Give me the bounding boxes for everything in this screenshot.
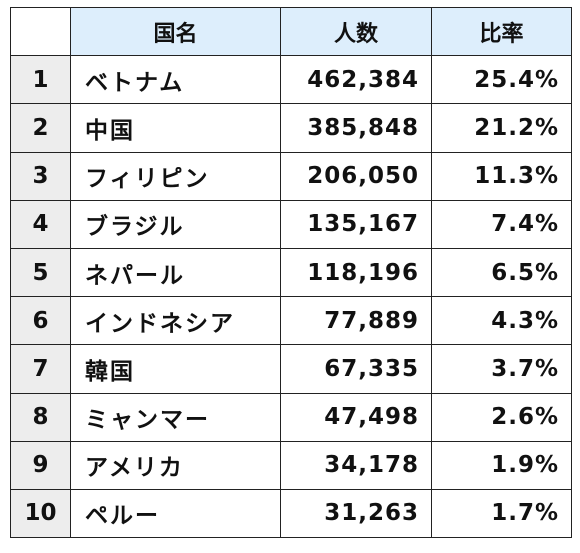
ranking-table-container: 国名 人数 比率 1 ベトナム 462,384 25.4% 2 中国 385,8… — [10, 6, 572, 539]
rank-cell: 2 — [10, 103, 71, 153]
rank-cell: 6 — [10, 296, 71, 346]
country-cell: アメリカ — [70, 440, 281, 490]
ratio-cell: 2.6% — [431, 392, 572, 442]
count-cell: 135,167 — [280, 199, 432, 249]
ratio-cell: 7.4% — [431, 199, 572, 249]
ratio-cell: 21.2% — [431, 103, 572, 153]
rank-cell: 1 — [10, 55, 71, 105]
header-ratio: 比率 — [431, 6, 572, 57]
table-row: 3 フィリピン 206,050 11.3% — [10, 151, 572, 201]
count-cell: 34,178 — [280, 440, 432, 490]
rank-cell: 5 — [10, 247, 71, 298]
ratio-cell: 1.9% — [431, 440, 572, 490]
ranking-table: 国名 人数 比率 1 ベトナム 462,384 25.4% 2 中国 385,8… — [10, 6, 572, 539]
count-cell: 47,498 — [280, 392, 432, 442]
table-row: 4 ブラジル 135,167 7.4% — [10, 199, 572, 249]
header-corner-cell — [10, 6, 71, 57]
ratio-cell: 3.7% — [431, 344, 572, 394]
table-header-row: 国名 人数 比率 — [10, 6, 572, 57]
ratio-cell: 4.3% — [431, 296, 572, 346]
rank-cell: 10 — [10, 488, 71, 539]
country-cell: ベトナム — [70, 55, 281, 105]
rank-cell: 3 — [10, 151, 71, 201]
ratio-cell: 25.4% — [431, 55, 572, 105]
count-cell: 31,263 — [280, 488, 432, 539]
country-cell: 韓国 — [70, 344, 281, 394]
country-cell: ネパール — [70, 247, 281, 298]
country-cell: 中国 — [70, 103, 281, 153]
country-cell: インドネシア — [70, 296, 281, 346]
ratio-cell: 11.3% — [431, 151, 572, 201]
count-cell: 206,050 — [280, 151, 432, 201]
country-cell: ミャンマー — [70, 392, 281, 442]
table-row: 6 インドネシア 77,889 4.3% — [10, 296, 572, 346]
count-cell: 118,196 — [280, 247, 432, 298]
count-cell: 77,889 — [280, 296, 432, 346]
ratio-cell: 6.5% — [431, 247, 572, 298]
rank-cell: 8 — [10, 392, 71, 442]
table-row: 2 中国 385,848 21.2% — [10, 103, 572, 153]
table-row: 9 アメリカ 34,178 1.9% — [10, 440, 572, 490]
rank-cell: 4 — [10, 199, 71, 249]
country-cell: ペルー — [70, 488, 281, 539]
header-country: 国名 — [70, 6, 281, 57]
count-cell: 462,384 — [280, 55, 432, 105]
ratio-cell: 1.7% — [431, 488, 572, 539]
table-row: 5 ネパール 118,196 6.5% — [10, 247, 572, 298]
table-row: 8 ミャンマー 47,498 2.6% — [10, 392, 572, 442]
count-cell: 67,335 — [280, 344, 432, 394]
rank-cell: 7 — [10, 344, 71, 394]
table-row: 7 韓国 67,335 3.7% — [10, 344, 572, 394]
country-cell: ブラジル — [70, 199, 281, 249]
table-row: 10 ペルー 31,263 1.7% — [10, 488, 572, 539]
country-cell: フィリピン — [70, 151, 281, 201]
rank-cell: 9 — [10, 440, 71, 490]
count-cell: 385,848 — [280, 103, 432, 153]
table-row: 1 ベトナム 462,384 25.4% — [10, 55, 572, 105]
header-count: 人数 — [280, 6, 432, 57]
